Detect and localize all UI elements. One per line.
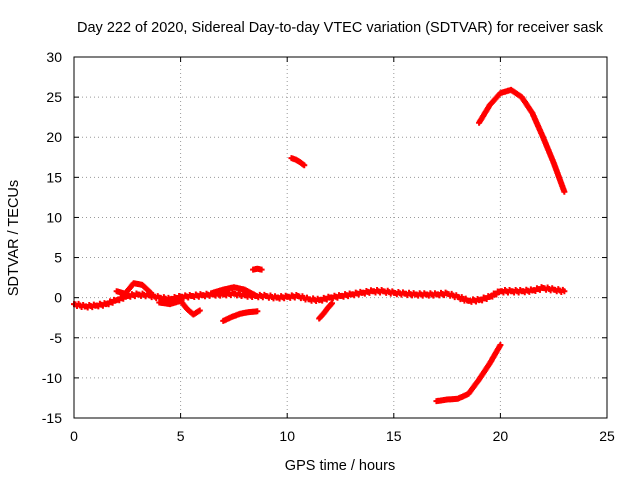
- chart-title: Day 222 of 2020, Sidereal Day-to-day VTE…: [77, 20, 604, 36]
- data-points-layer: [71, 86, 568, 405]
- y-tick-label: 30: [46, 49, 62, 65]
- data-point: [258, 266, 265, 273]
- x-tick-label: 15: [386, 428, 402, 444]
- y-tick-label: 0: [54, 290, 62, 306]
- y-tick-label: 5: [54, 250, 62, 266]
- data-point: [254, 308, 261, 315]
- x-axis-label: GPS time / hours: [285, 458, 395, 474]
- data-point: [196, 307, 203, 314]
- plot-frame: [73, 56, 608, 419]
- y-tick-label: -15: [42, 410, 62, 426]
- x-tick-label: 5: [177, 428, 185, 444]
- y-tick-label: 20: [46, 129, 62, 145]
- series-seg-17-20: [433, 341, 504, 405]
- series-seg-084-088: [250, 265, 265, 273]
- series-seg-10-107: [288, 155, 308, 169]
- data-point: [147, 289, 154, 296]
- data-point: [561, 188, 568, 195]
- y-tick-label: 15: [46, 169, 62, 185]
- x-tick-label: 25: [599, 428, 615, 444]
- y-tick-label: -5: [50, 330, 63, 346]
- data-point: [561, 288, 568, 295]
- y-tick-label: -10: [42, 370, 62, 386]
- series-seg-04-06: [156, 297, 203, 318]
- series-seg-02-03: [113, 280, 154, 297]
- y-tick-label: 25: [46, 89, 62, 105]
- y-tick-label: 10: [46, 209, 62, 225]
- series-seg-065-085: [209, 284, 259, 299]
- series-seg-19-23: [476, 86, 568, 195]
- grid-layer: [74, 57, 607, 418]
- x-tick-label: 10: [279, 428, 295, 444]
- x-tick-label: 20: [493, 428, 509, 444]
- data-point: [497, 341, 504, 348]
- x-tick-label: 0: [70, 428, 78, 444]
- data-point: [301, 162, 308, 169]
- series-seg-07-085: [220, 308, 261, 324]
- data-point: [328, 300, 335, 307]
- ticks-layer: 0 5 10 15 20 25 -15 -10 -5 0 5 10 15 20 25 30: [42, 49, 615, 444]
- series-seg-11-12: [316, 300, 335, 322]
- data-point: [252, 292, 259, 299]
- y-axis-label: SDTVAR / TECUs: [6, 180, 22, 296]
